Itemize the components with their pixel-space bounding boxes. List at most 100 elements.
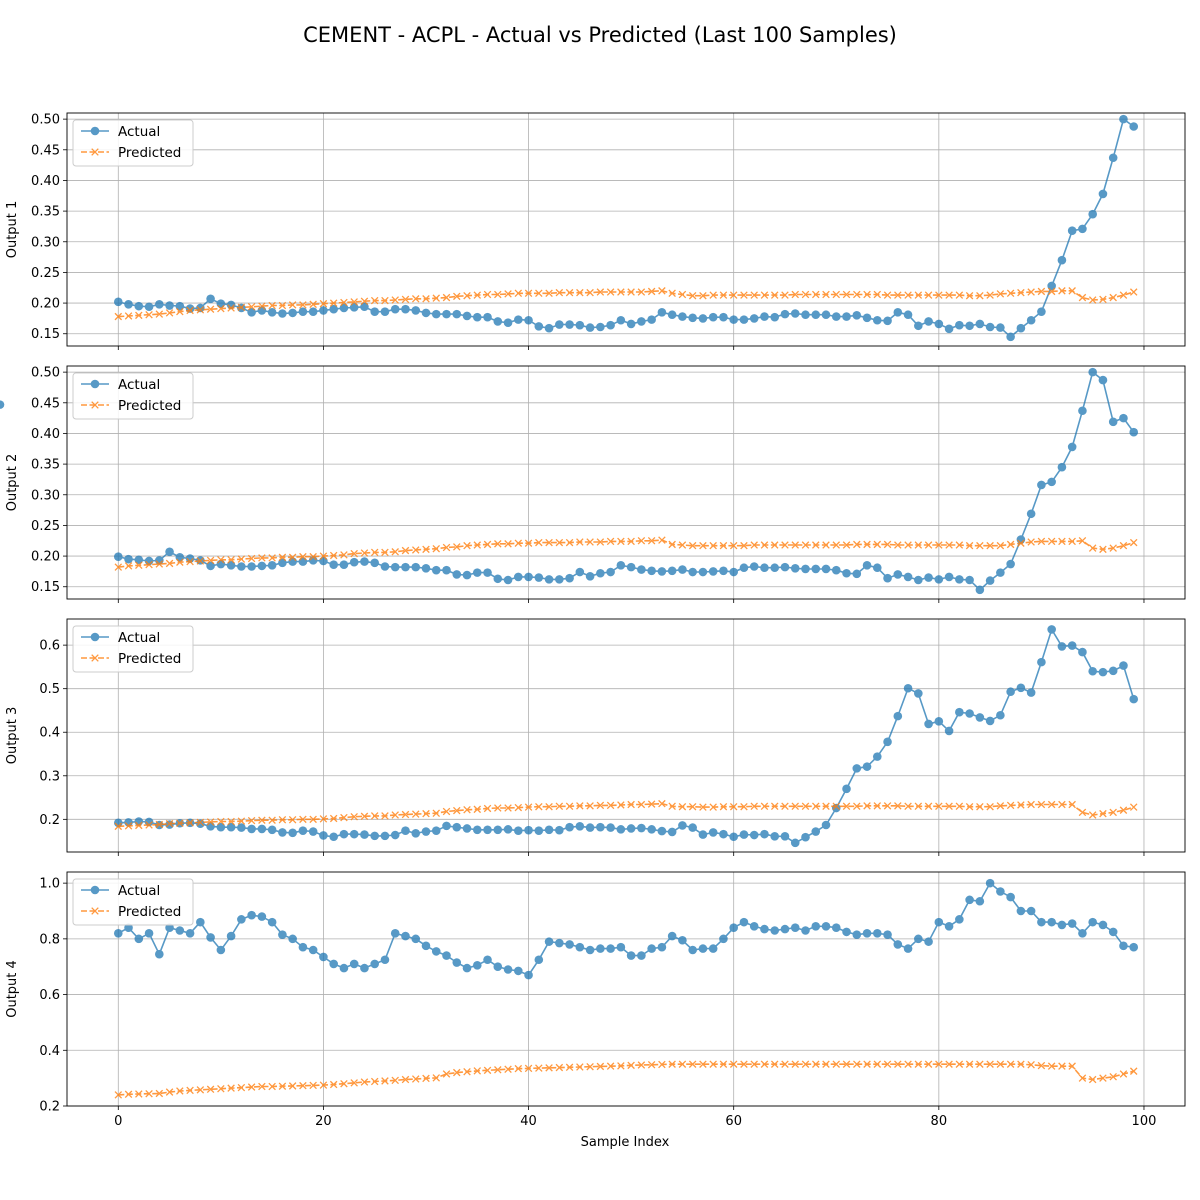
data-point-predicted <box>1006 289 1015 298</box>
y-tick-label: 0.30 <box>31 235 60 250</box>
data-point-actual <box>1006 892 1015 902</box>
data-point-actual <box>472 312 482 322</box>
data-point-actual <box>308 827 318 836</box>
data-point-actual <box>134 301 144 311</box>
data-point-predicted <box>237 555 246 563</box>
data-point-actual <box>944 572 954 582</box>
data-point-actual <box>503 825 513 834</box>
data-point-actual <box>575 942 585 952</box>
legend-marker <box>90 632 100 642</box>
data-point-predicted <box>647 1061 656 1069</box>
data-point-predicted <box>791 541 799 549</box>
data-point-actual <box>0 400 5 409</box>
data-point-predicted <box>442 293 451 302</box>
data-point-actual <box>1108 927 1118 937</box>
data-point-actual <box>216 822 226 832</box>
data-point-actual <box>893 570 903 579</box>
data-point-actual <box>1119 413 1128 423</box>
data-point-predicted <box>853 290 861 299</box>
data-point-actual <box>637 823 646 833</box>
data-point-predicted <box>842 541 851 549</box>
data-point-predicted <box>340 551 348 559</box>
data-point-actual <box>831 312 841 321</box>
data-point-actual <box>226 560 236 570</box>
data-point-actual <box>175 926 185 935</box>
data-point-predicted <box>1027 538 1035 546</box>
data-point-predicted <box>894 802 902 810</box>
data-point-predicted <box>555 288 564 297</box>
data-point-actual <box>914 575 923 585</box>
data-point-predicted <box>781 291 789 299</box>
data-point-actual <box>1129 694 1139 704</box>
data-point-actual <box>924 573 933 582</box>
data-point-predicted <box>1078 808 1087 817</box>
data-point-actual <box>1067 226 1077 236</box>
data-point-actual <box>872 563 882 573</box>
data-point-predicted <box>514 1064 523 1073</box>
y-tick-label: 0.40 <box>31 174 60 189</box>
subplot-4: 0 20 40 60 80 100 0.2 0.4 0.6 0.8 1.0 Output 4 Actua… <box>5 871 1186 1129</box>
data-point-actual <box>1037 307 1046 316</box>
data-point-predicted <box>370 812 379 820</box>
data-point-actual <box>524 970 533 980</box>
data-point-predicted <box>986 291 994 299</box>
data-point-predicted <box>227 555 235 564</box>
data-point-predicted <box>176 819 184 828</box>
legend-swatch-actual <box>81 379 109 389</box>
data-point-predicted <box>945 541 953 549</box>
legend-marker <box>91 654 99 662</box>
data-point-predicted <box>401 546 410 555</box>
data-point-actual <box>872 928 882 938</box>
legend-marker <box>91 401 99 409</box>
data-point-actual <box>585 945 595 955</box>
legend-marker <box>91 148 99 156</box>
data-point-predicted <box>863 1060 871 1068</box>
data-point-actual <box>739 563 749 573</box>
data-point-actual <box>1006 687 1015 697</box>
data-point-predicted <box>1027 1061 1035 1069</box>
data-point-predicted <box>268 554 276 562</box>
data-point-predicted <box>996 290 1005 298</box>
data-point-predicted <box>165 819 174 828</box>
data-point-actual <box>1047 281 1056 291</box>
data-point-predicted <box>801 541 810 549</box>
data-point-actual <box>596 944 605 953</box>
data-point-predicted <box>206 305 215 313</box>
data-point-predicted <box>719 802 728 811</box>
data-point-actual <box>862 560 872 570</box>
data-point-actual <box>113 552 123 561</box>
data-point-predicted <box>309 815 317 824</box>
data-point-actual <box>278 930 287 939</box>
data-point-actual <box>411 562 421 572</box>
data-point-actual <box>985 322 995 332</box>
data-point-actual <box>360 830 369 839</box>
data-point-actual <box>349 829 359 839</box>
data-point-actual <box>226 822 236 832</box>
data-point-actual <box>852 311 862 320</box>
data-point-predicted <box>904 541 912 549</box>
data-point-predicted <box>483 1066 492 1075</box>
data-point-actual <box>390 562 400 572</box>
data-point-predicted <box>124 312 133 320</box>
data-point-actual <box>842 784 851 794</box>
data-point-actual <box>298 942 308 952</box>
data-point-predicted <box>206 556 215 565</box>
data-point-actual <box>893 711 903 721</box>
data-point-actual <box>626 319 636 329</box>
data-point-predicted <box>976 1060 984 1068</box>
series-predicted <box>114 1060 1138 1099</box>
data-point-actual <box>452 570 462 579</box>
data-point-actual <box>514 315 523 324</box>
data-point-actual <box>431 565 441 575</box>
data-point-actual <box>914 689 923 698</box>
data-point-actual <box>872 315 882 325</box>
data-point-predicted <box>1129 1067 1138 1075</box>
data-point-actual <box>719 829 728 839</box>
data-point-predicted <box>340 1079 348 1088</box>
data-point-predicted <box>965 1060 974 1068</box>
data-point-actual <box>1078 928 1087 938</box>
data-point-actual <box>667 827 677 837</box>
data-point-predicted <box>114 1091 123 1099</box>
data-point-actual <box>267 307 277 317</box>
axes-frame <box>66 365 1186 600</box>
